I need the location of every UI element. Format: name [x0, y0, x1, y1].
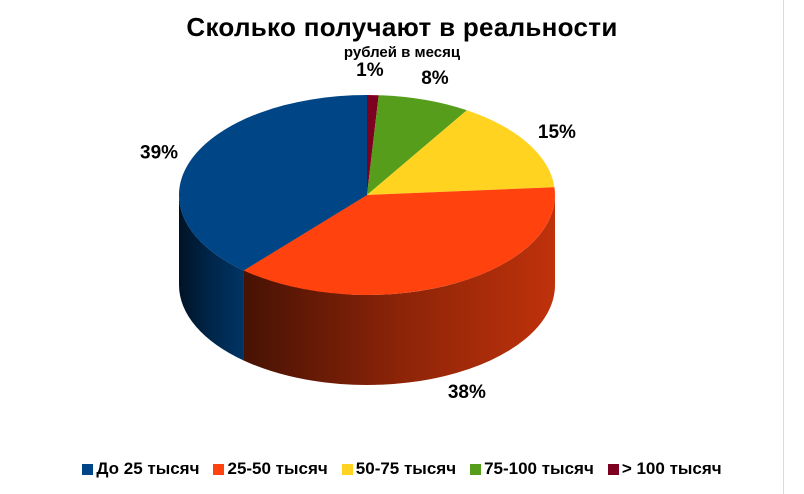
- pie-slice-0: [179, 95, 367, 271]
- pie-slice-4: [367, 95, 379, 195]
- chart-legend: До 25 тысяч 25-50 тысяч 50-75 тысяч 75-100 …: [0, 459, 804, 479]
- data-label-4: 1%: [356, 60, 384, 81]
- chart-title: Сколько получают в реальности: [186, 12, 618, 42]
- legend-item: 25-50 тысяч: [213, 459, 328, 479]
- legend-swatch: [470, 463, 482, 475]
- data-label-2: 15%: [538, 122, 576, 143]
- legend-label: > 100 тысяч: [621, 459, 722, 478]
- legend-item: > 100 тысяч: [607, 459, 722, 479]
- legend-label: 50-75 тысяч: [355, 459, 457, 478]
- data-label-0: 39%: [140, 143, 178, 164]
- legend-item: До 25 тысяч: [82, 459, 199, 479]
- pie-slice-3: [367, 95, 467, 195]
- legend-label: 75-100 тысяч: [484, 459, 594, 478]
- legend-swatch: [607, 463, 619, 475]
- legend-item: 75-100 тысяч: [470, 459, 594, 479]
- data-label-1: 38%: [448, 382, 486, 403]
- pie-side-1: [243, 195, 555, 385]
- pie-slice-1: [243, 187, 555, 296]
- pie-side-0: [179, 195, 244, 361]
- legend-label: До 25 тысяч: [96, 459, 200, 478]
- legend-swatch: [341, 463, 353, 475]
- legend-item: 50-75 тысяч: [341, 459, 457, 479]
- data-label-3: 8%: [421, 68, 449, 89]
- chart-subtitle: рублей в месяц: [343, 44, 461, 61]
- legend-swatch: [82, 463, 94, 475]
- legend-swatch: [213, 463, 225, 475]
- legend-label: 25-50 тысяч: [227, 459, 328, 478]
- pie-slice-2: [367, 110, 555, 195]
